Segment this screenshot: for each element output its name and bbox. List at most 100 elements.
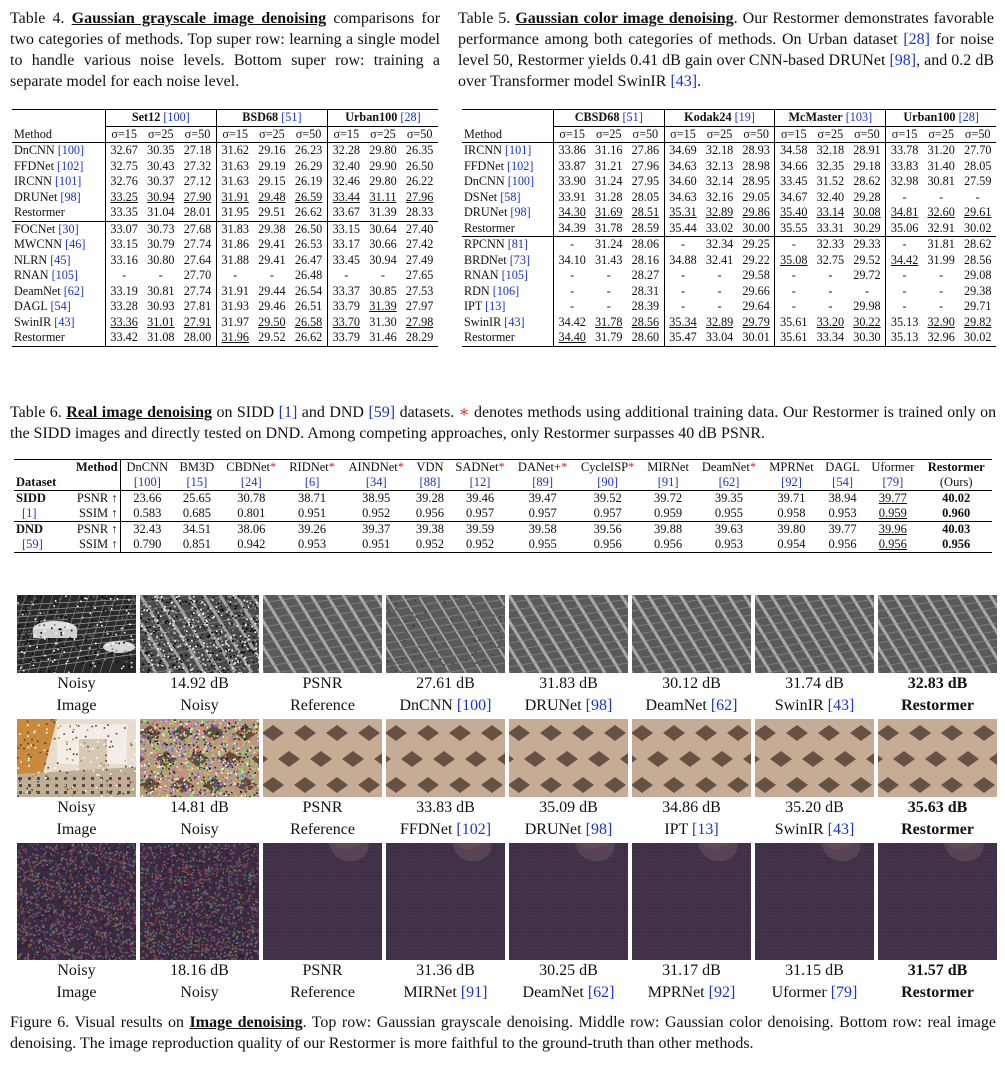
method-ref[interactable]: [34] xyxy=(365,475,387,489)
value-cell: 29.82 xyxy=(963,314,992,329)
table5-cite-urban[interactable]: [28] xyxy=(903,31,930,48)
value-cell: - xyxy=(885,299,923,315)
citation-link[interactable]: [102] xyxy=(507,158,534,173)
citation-link[interactable]: [98] xyxy=(585,697,613,714)
method-cell: NLRN [45] xyxy=(14,252,71,267)
ssim-cell: 0.951 xyxy=(362,537,391,551)
value-cell: 28.31 xyxy=(631,283,660,298)
method-cell: BRDNet [73] xyxy=(464,252,531,267)
value-cell: 33.45 xyxy=(326,252,365,268)
citation-link[interactable]: [45] xyxy=(50,252,71,267)
citation-link[interactable]: [46] xyxy=(65,237,86,251)
method-ref[interactable]: [12] xyxy=(469,475,491,489)
value-cell: 26.59 xyxy=(294,189,323,204)
table-row: RPCNN [81] -31.24 28.06-32.34 29.25-32.33 29… xyxy=(462,236,996,253)
value-cell: 28.01 xyxy=(183,205,212,219)
figure6-method-label: Reference xyxy=(290,984,355,1001)
figure6-psnr-label: 35.09 dB xyxy=(539,799,598,816)
table-row: DAGL [54] 33.28 30.93 27.81 31.93 29.46 26.51 3… xyxy=(12,299,438,315)
method-ref[interactable]: [100] xyxy=(133,475,161,489)
citation-link[interactable]: [62] xyxy=(63,283,85,298)
method-ref[interactable]: [89] xyxy=(532,475,554,489)
dataset-ref[interactable]: [1] xyxy=(22,506,37,520)
method-ref[interactable]: [6] xyxy=(304,475,320,489)
citation-link[interactable]: [101] xyxy=(504,143,532,157)
citation-link[interactable]: [43] xyxy=(827,821,855,838)
table5-dataset-header: Urban100 [28] xyxy=(885,109,996,127)
method-name: DnCNN xyxy=(120,459,175,475)
citation-link[interactable]: [100] xyxy=(57,143,85,157)
value-cell: - xyxy=(939,299,944,313)
method-ref[interactable]: [62] xyxy=(718,475,740,489)
citation-link[interactable]: [79] xyxy=(830,984,858,1001)
value-cell: 30.94 xyxy=(369,252,397,267)
citation-link[interactable]: [102] xyxy=(57,158,84,173)
citation-link[interactable]: [13] xyxy=(485,299,506,313)
value-cell: 34.39 xyxy=(552,220,591,237)
sigma-header: σ=50 xyxy=(743,126,769,141)
value-cell: 29.44 xyxy=(258,283,286,298)
citation-link[interactable]: [100] xyxy=(507,174,535,188)
ssim-cell: 0.956 xyxy=(942,537,971,551)
citation-link[interactable]: [43] xyxy=(54,314,75,329)
citation-link[interactable]: [92] xyxy=(708,984,736,1001)
method-ref[interactable]: [79] xyxy=(882,475,904,489)
method-ref[interactable]: [24] xyxy=(240,475,262,489)
citation-link[interactable]: [106] xyxy=(492,283,520,298)
citation-link[interactable]: [98] xyxy=(60,189,81,204)
dataset-ref[interactable]: [59] xyxy=(22,537,43,551)
citation-link[interactable]: [62] xyxy=(710,697,738,714)
citation-link[interactable]: [91] xyxy=(460,984,488,1001)
citation-link[interactable]: [98] xyxy=(585,821,613,838)
method-ref[interactable]: [91] xyxy=(657,475,679,489)
figure6-method-label: Uformer [79] xyxy=(771,984,858,1001)
table-row: RNAN [105] - -28.27- -29.58- -29.72- -29.08 xyxy=(462,268,996,284)
psnr-cell: 39.77 xyxy=(878,491,907,505)
value-cell: 33.16 xyxy=(104,252,143,268)
citation-link[interactable]: [43] xyxy=(504,314,525,329)
citation-link[interactable]: [54] xyxy=(50,299,71,313)
value-cell: - xyxy=(552,299,591,315)
table5-cite-swinir[interactable]: [43] xyxy=(670,73,698,90)
method-cell: FOCNet [30] xyxy=(12,220,106,237)
table6-cite-sidd[interactable]: [1] xyxy=(278,404,298,421)
citation-link[interactable]: [43] xyxy=(827,697,855,714)
method-name: Restormer xyxy=(920,459,992,475)
value-cell: 29.52 xyxy=(853,252,881,267)
figure6-thumbnail xyxy=(632,719,751,797)
citation-link[interactable]: [102] xyxy=(456,821,492,838)
method-name: MIRNet xyxy=(641,459,695,475)
ssim-cell: 0.952 xyxy=(362,506,391,520)
table5-cite-drunet[interactable]: [98] xyxy=(889,52,917,69)
table6-caption-d: denotes methods using additional trainin… xyxy=(10,404,997,442)
citation-link[interactable]: [30] xyxy=(58,221,79,236)
citation-link[interactable]: [101] xyxy=(54,174,82,188)
citation-link[interactable]: [105] xyxy=(501,268,528,282)
table6-cite-dnd[interactable]: [59] xyxy=(368,404,396,421)
citation-link[interactable]: [81] xyxy=(507,237,528,251)
method-name: DAGL xyxy=(819,459,866,475)
table-row: IRCNN [101] 32.76 30.37 27.12 31.63 29.15 26.1… xyxy=(12,174,438,190)
value-cell: 30.37 xyxy=(147,174,175,188)
method-ref[interactable]: [15] xyxy=(186,475,208,489)
table-row: RDN [106] - -28.31- -29.66- - - - -29.38 xyxy=(462,283,996,299)
citation-link[interactable]: [58] xyxy=(500,189,521,204)
value-cell: 31.52 xyxy=(816,174,845,188)
citation-link[interactable]: [105] xyxy=(51,268,78,282)
method-ref[interactable]: [54] xyxy=(832,475,853,489)
citation-link[interactable]: [13] xyxy=(692,821,719,838)
figure6-method-label: Image xyxy=(56,697,97,714)
method-cell: RDN [106] xyxy=(464,283,520,298)
method-name: SADNet* xyxy=(448,459,512,475)
value-cell: 35.61 xyxy=(774,330,813,347)
method-ref[interactable]: [88] xyxy=(419,475,441,489)
figure6-method-label: DnCNN [100] xyxy=(399,697,492,714)
citation-link[interactable]: [100] xyxy=(456,697,492,714)
value-cell: 31.11 xyxy=(369,189,397,204)
value-cell: 30.01 xyxy=(737,330,775,347)
citation-link[interactable]: [62] xyxy=(587,984,615,1001)
citation-link[interactable]: [73] xyxy=(509,252,531,267)
citation-link[interactable]: [98] xyxy=(510,205,531,219)
method-ref[interactable]: [92] xyxy=(781,475,802,489)
method-ref[interactable]: [90] xyxy=(597,475,619,489)
